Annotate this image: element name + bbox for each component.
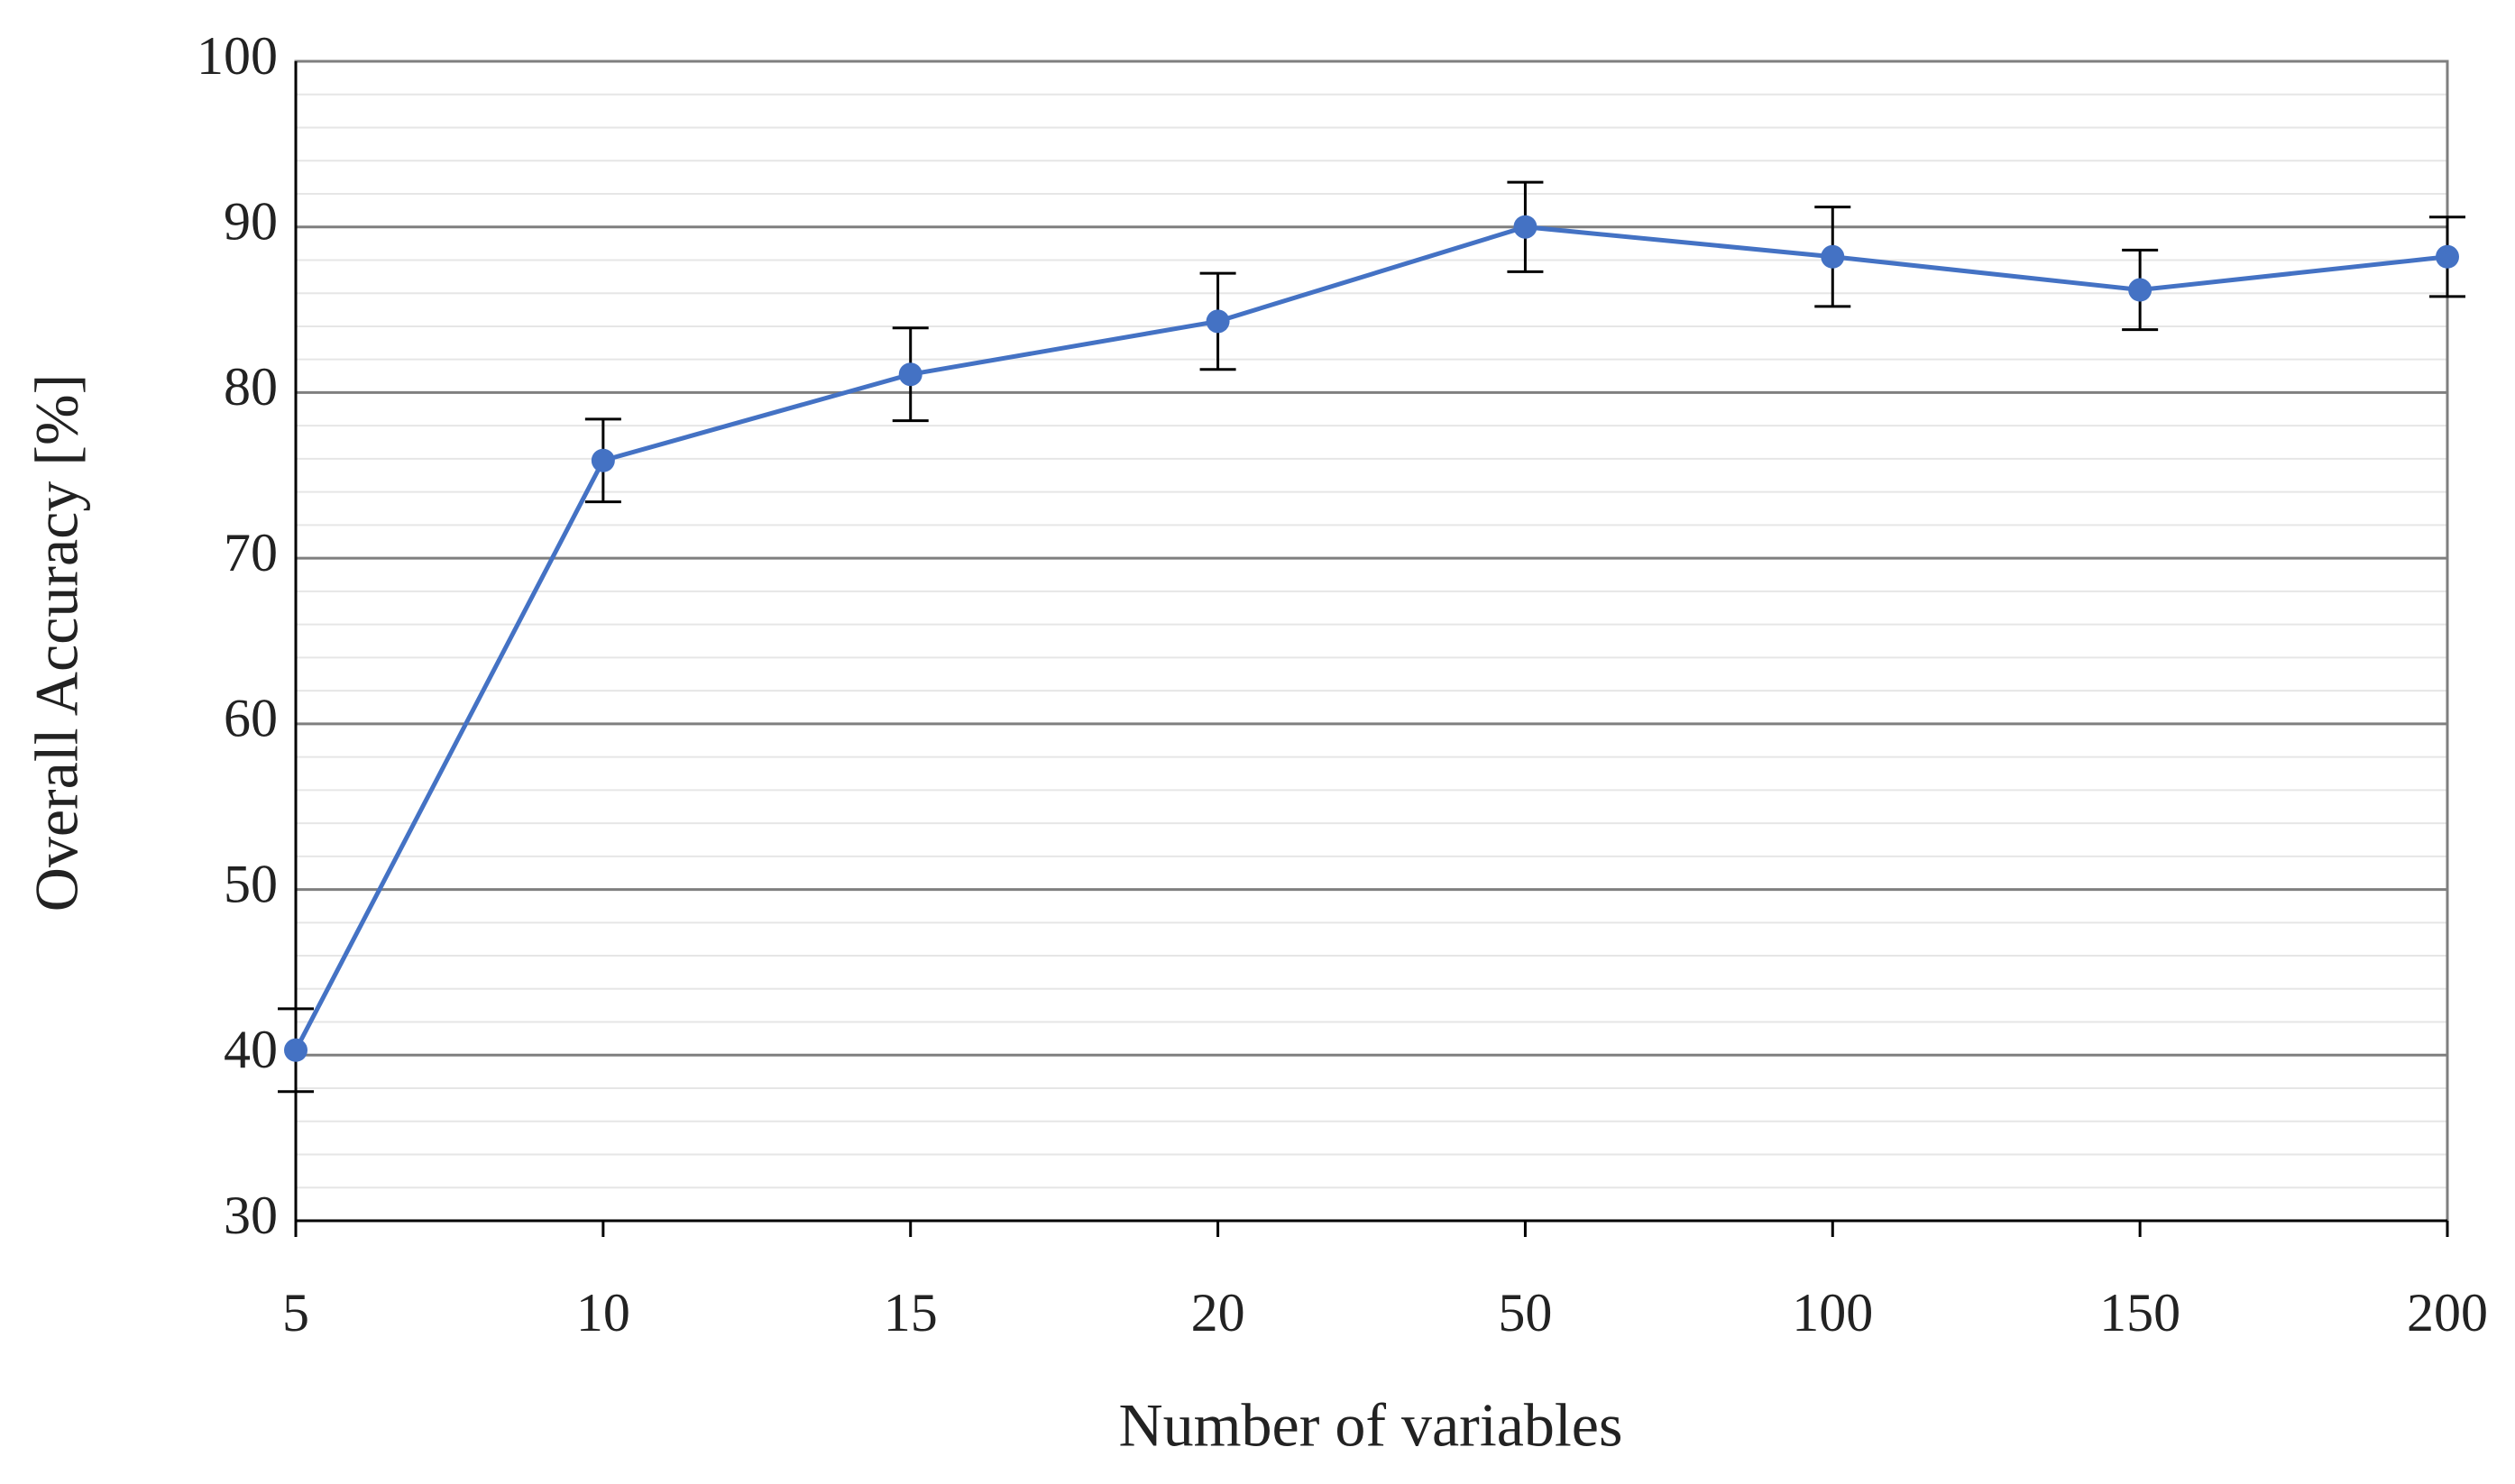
plot-frame bbox=[294, 60, 2449, 1223]
x-tick-label: 15 bbox=[884, 1283, 938, 1342]
data-point bbox=[898, 362, 922, 387]
data-point bbox=[1821, 244, 1845, 269]
y-tick-label: 40 bbox=[224, 1020, 278, 1079]
x-axis-title: Number of variables bbox=[1119, 1391, 1623, 1460]
y-tick-label: 90 bbox=[224, 191, 278, 251]
data-point bbox=[2128, 278, 2152, 302]
y-tick-label: 70 bbox=[224, 523, 278, 582]
x-tick-label: 20 bbox=[1191, 1283, 1245, 1342]
y-tick-label: 100 bbox=[197, 26, 278, 86]
data-point bbox=[2436, 244, 2459, 269]
data-point bbox=[1513, 215, 1537, 239]
y-tick-label: 50 bbox=[224, 854, 278, 913]
x-tick-label: 100 bbox=[1792, 1283, 1873, 1342]
data-point bbox=[591, 448, 615, 472]
x-tick-label: 150 bbox=[2099, 1283, 2180, 1342]
y-axis-title: Overall Accuracy [%] bbox=[23, 374, 91, 912]
x-tick-label: 200 bbox=[2407, 1283, 2488, 1342]
y-tick-label: 80 bbox=[224, 357, 278, 417]
y-tick-label: 30 bbox=[224, 1186, 278, 1245]
x-tick-label: 50 bbox=[1498, 1283, 1552, 1342]
y-tick-label: 60 bbox=[224, 689, 278, 748]
data-point bbox=[284, 1038, 307, 1062]
x-tick-label: 5 bbox=[282, 1283, 309, 1342]
data-line bbox=[293, 224, 2448, 1051]
x-tick-label: 10 bbox=[576, 1283, 630, 1342]
data-point bbox=[1206, 309, 1230, 334]
